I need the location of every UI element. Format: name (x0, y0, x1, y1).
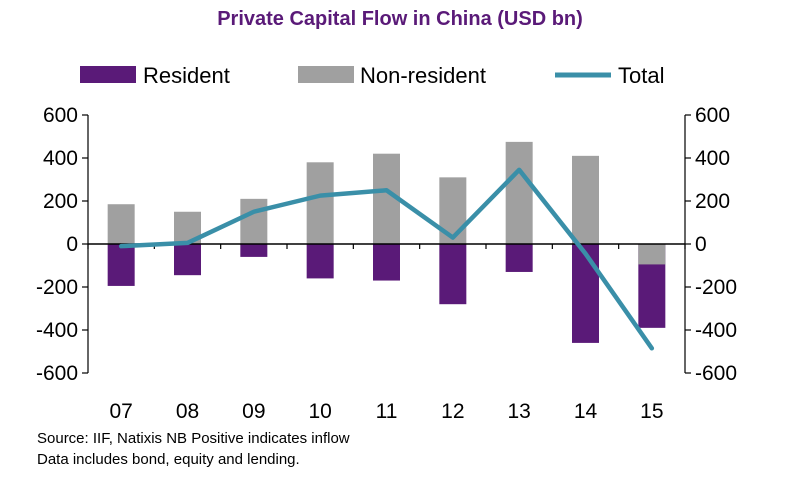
bar-resident (306, 244, 334, 279)
left-tick-label: -200 (36, 276, 78, 299)
bar-resident (107, 244, 135, 286)
x-tick-label: 15 (640, 400, 663, 423)
right-tick-label: -400 (695, 319, 737, 342)
x-tick-label: 13 (507, 400, 530, 423)
legend: Resident Non-resident Total (80, 63, 664, 88)
legend-swatch-non-resident (298, 66, 354, 83)
x-tick-label: 08 (176, 400, 199, 423)
bar-non-resident (107, 204, 135, 244)
right-y-axis: 600 400 200 0 -200 -400 -600 (684, 104, 737, 385)
left-tick-label: -600 (36, 362, 78, 385)
legend-label-total: Total (618, 63, 664, 88)
bar-non-resident (240, 198, 268, 244)
left-tick-label: 200 (43, 190, 78, 213)
x-tick-label: 09 (242, 400, 265, 423)
left-tick-label: 400 (43, 147, 78, 170)
right-tick-label: 600 (695, 104, 730, 127)
right-tick-label: 200 (695, 190, 730, 213)
left-tick-label: -400 (36, 319, 78, 342)
bar-non-resident (572, 155, 599, 244)
right-tick-label: 400 (695, 147, 730, 170)
legend-label-non-resident: Non-resident (360, 63, 486, 88)
data-note: Data includes bond, equity and lending. (37, 451, 300, 468)
bar-non-resident (306, 162, 334, 244)
bars (107, 141, 666, 343)
bar-resident (240, 244, 268, 257)
right-tick-label: -600 (695, 362, 737, 385)
source-note: Source: IIF, Natixis NB Positive indicat… (37, 430, 350, 447)
bar-resident (572, 244, 599, 343)
left-tick-label: 600 (43, 104, 78, 127)
bar-resident (505, 244, 533, 272)
bar-resident (174, 244, 201, 276)
x-tick-label: 10 (308, 400, 331, 423)
bar-non-resident (505, 141, 533, 244)
bar-resident (373, 244, 400, 281)
right-tick-label: 0 (695, 233, 707, 256)
left-tick-label: 0 (66, 233, 78, 256)
x-tick-label: 12 (441, 400, 464, 423)
bar-resident (439, 244, 467, 305)
x-tick-label: 14 (574, 400, 598, 423)
right-tick-label: -200 (695, 276, 737, 299)
bar-non-resident (638, 244, 666, 265)
legend-label-resident: Resident (143, 63, 230, 88)
x-tick-label: 11 (376, 400, 398, 423)
total-line-series (118, 167, 655, 351)
x-axis-labels: 07 08 09 10 11 12 13 14 15 (109, 400, 663, 423)
chart-title: Private Capital Flow in China (USD bn) (217, 8, 583, 30)
bar-non-resident (439, 177, 467, 244)
x-tick-label: 07 (109, 400, 132, 423)
legend-swatch-resident (80, 66, 136, 83)
left-y-axis: 600 400 200 0 -200 -400 -600 (36, 104, 89, 385)
